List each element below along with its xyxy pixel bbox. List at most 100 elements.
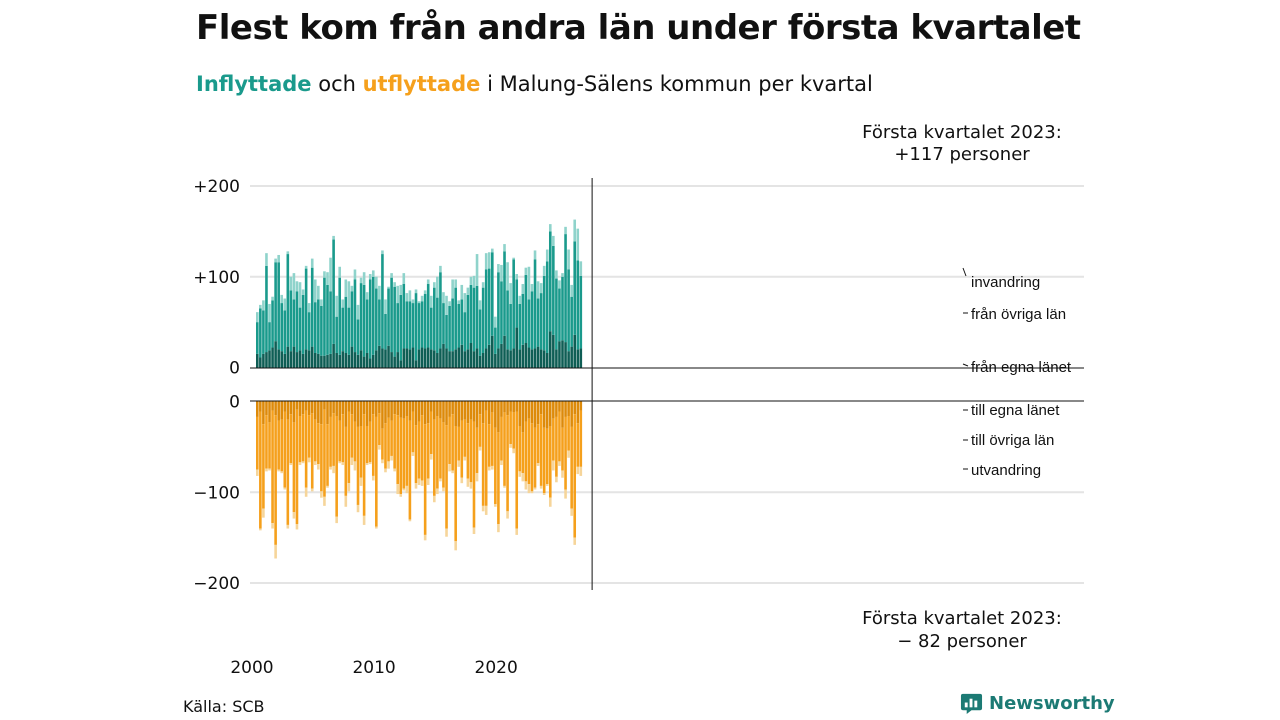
bar-in bbox=[524, 274, 528, 343]
bar-in bbox=[558, 280, 561, 289]
bar-out bbox=[420, 480, 424, 486]
bar-in bbox=[256, 353, 259, 368]
bar-out bbox=[286, 401, 290, 420]
bar-out bbox=[295, 524, 299, 530]
bar-in bbox=[387, 288, 390, 346]
bar-in bbox=[561, 276, 564, 341]
bar-out bbox=[457, 460, 461, 467]
bar-out bbox=[429, 454, 433, 460]
bar-in bbox=[463, 293, 467, 313]
bar-in bbox=[402, 348, 406, 368]
bar-out bbox=[320, 401, 323, 425]
bar-out bbox=[298, 462, 302, 466]
bar-out bbox=[564, 416, 567, 490]
bar-out bbox=[518, 401, 522, 427]
bar-out bbox=[487, 401, 491, 425]
bar-in bbox=[286, 251, 290, 255]
bar-in bbox=[536, 281, 540, 299]
bar-out bbox=[341, 414, 345, 463]
series-label-in: invandring bbox=[971, 274, 1040, 291]
bar-out bbox=[289, 463, 293, 466]
bar-in bbox=[384, 313, 387, 350]
bar-out bbox=[512, 448, 515, 454]
bar-out bbox=[552, 460, 555, 471]
bar-out bbox=[371, 401, 375, 415]
bar-in bbox=[527, 266, 531, 300]
bar-out bbox=[292, 512, 296, 519]
bar-out bbox=[356, 504, 360, 513]
bar-out bbox=[292, 401, 296, 423]
bar-in bbox=[405, 348, 409, 368]
bar-out bbox=[417, 478, 421, 485]
bar-in bbox=[567, 249, 570, 270]
bar-in bbox=[548, 224, 552, 232]
bar-out bbox=[356, 401, 360, 427]
bar-in bbox=[506, 290, 509, 350]
bar-out bbox=[545, 484, 549, 486]
bar-in bbox=[436, 297, 439, 353]
bar-in bbox=[310, 267, 314, 347]
bar-out bbox=[271, 410, 274, 524]
bar-in bbox=[457, 347, 461, 368]
bar-in bbox=[384, 349, 387, 368]
bar-out bbox=[487, 466, 491, 471]
bar-out bbox=[484, 410, 488, 506]
bar-in bbox=[277, 349, 280, 368]
bar-in bbox=[469, 342, 473, 368]
bar-in bbox=[329, 291, 332, 354]
bar-in bbox=[271, 296, 274, 301]
bar-in bbox=[570, 284, 573, 297]
bar-out bbox=[512, 412, 515, 449]
bar-out bbox=[530, 491, 534, 494]
bar-in bbox=[326, 272, 329, 285]
bar-in bbox=[353, 352, 357, 368]
bar-in bbox=[375, 350, 378, 368]
bar-in bbox=[491, 335, 494, 368]
bar-in bbox=[332, 343, 335, 368]
bar-in bbox=[292, 299, 296, 347]
bar-in bbox=[460, 299, 464, 345]
bar-in bbox=[445, 295, 448, 315]
bar-in bbox=[371, 354, 375, 368]
bar-in bbox=[335, 352, 338, 368]
bar-out bbox=[506, 415, 509, 512]
bar-out bbox=[545, 401, 549, 429]
bar-out bbox=[402, 488, 406, 491]
bar-in bbox=[503, 251, 506, 336]
bar-out bbox=[387, 401, 390, 418]
bar-out bbox=[289, 414, 293, 464]
series-label-tick bbox=[962, 363, 969, 367]
bar-out bbox=[414, 425, 418, 484]
bar-in bbox=[390, 352, 393, 368]
bar-in bbox=[280, 351, 284, 368]
bar-in bbox=[280, 303, 284, 352]
bar-out bbox=[362, 414, 366, 516]
bar-in bbox=[429, 307, 433, 350]
bar-in bbox=[500, 343, 503, 368]
bar-in bbox=[533, 348, 537, 368]
bar-in bbox=[500, 264, 503, 282]
bar-in bbox=[417, 301, 421, 304]
bar-out bbox=[298, 416, 302, 463]
bar-in bbox=[579, 348, 583, 368]
bar-out bbox=[381, 459, 384, 464]
bar-in bbox=[414, 289, 418, 294]
bar-in bbox=[484, 253, 488, 270]
bar-in bbox=[524, 342, 528, 368]
bar-out bbox=[500, 401, 503, 417]
bar-out bbox=[567, 401, 570, 417]
y-tick-label: +200 bbox=[193, 177, 240, 197]
bar-out bbox=[481, 401, 485, 424]
bar-in bbox=[506, 262, 509, 291]
bar-out bbox=[411, 411, 415, 453]
bar-out bbox=[347, 411, 351, 484]
bar-out bbox=[536, 424, 540, 464]
bar-in bbox=[545, 352, 549, 368]
bar-out bbox=[414, 401, 418, 426]
y-tick-label: +100 bbox=[193, 268, 240, 288]
bar-in bbox=[558, 288, 561, 342]
bar-out bbox=[460, 401, 464, 421]
bar-in bbox=[292, 346, 296, 368]
bar-in bbox=[295, 291, 299, 353]
